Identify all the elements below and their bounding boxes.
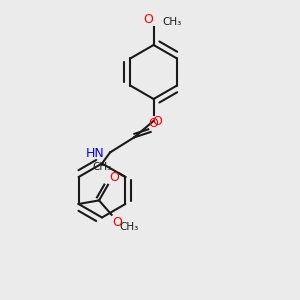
Text: CH₃: CH₃: [92, 162, 111, 172]
Text: O: O: [152, 116, 162, 128]
Text: O: O: [143, 13, 153, 26]
Text: HN: HN: [86, 147, 105, 161]
Text: O: O: [110, 171, 119, 184]
Text: O: O: [112, 216, 122, 229]
Text: CH₃: CH₃: [163, 16, 182, 27]
Text: CH₃: CH₃: [119, 222, 138, 232]
Text: O: O: [149, 117, 158, 130]
